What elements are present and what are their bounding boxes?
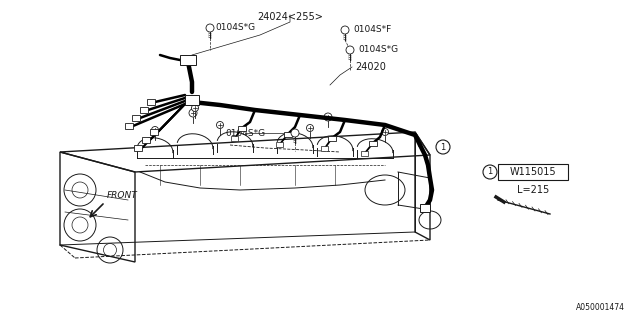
Bar	[231, 136, 238, 141]
Circle shape	[216, 122, 223, 129]
Bar	[125, 123, 133, 129]
Text: 0104S*G: 0104S*G	[358, 45, 398, 54]
Bar	[321, 146, 328, 151]
Circle shape	[381, 129, 388, 135]
Text: FRONT: FRONT	[107, 191, 138, 200]
Circle shape	[346, 46, 354, 54]
Circle shape	[191, 105, 198, 111]
Bar	[180, 55, 196, 65]
Bar	[140, 107, 148, 113]
Text: 24024<255>: 24024<255>	[257, 12, 323, 22]
Bar	[420, 204, 430, 212]
Bar	[238, 126, 246, 131]
Circle shape	[341, 26, 349, 34]
Text: 24020: 24020	[355, 62, 386, 72]
Bar	[328, 136, 336, 141]
Text: 0104S*F: 0104S*F	[353, 26, 391, 35]
Bar	[185, 95, 199, 105]
Bar	[142, 137, 150, 143]
Circle shape	[483, 165, 497, 179]
Text: 1: 1	[488, 167, 493, 177]
Bar	[147, 99, 155, 105]
Bar	[284, 132, 292, 137]
Circle shape	[436, 140, 450, 154]
Bar	[150, 129, 158, 135]
Bar	[369, 141, 377, 146]
Circle shape	[189, 109, 197, 117]
Bar	[276, 142, 283, 147]
Circle shape	[152, 126, 159, 133]
Bar	[498, 164, 568, 180]
Bar	[134, 145, 142, 151]
Text: L=215: L=215	[517, 185, 549, 195]
Text: 1: 1	[440, 142, 445, 151]
Circle shape	[291, 129, 299, 137]
Circle shape	[206, 24, 214, 32]
Text: W115015: W115015	[509, 167, 556, 177]
Bar	[132, 115, 140, 121]
Circle shape	[307, 124, 314, 132]
Text: A050001474: A050001474	[576, 303, 625, 312]
Circle shape	[324, 113, 332, 121]
Text: 0104S*G: 0104S*G	[215, 23, 255, 33]
Text: 0104S*G: 0104S*G	[225, 129, 265, 138]
Bar	[361, 151, 368, 156]
